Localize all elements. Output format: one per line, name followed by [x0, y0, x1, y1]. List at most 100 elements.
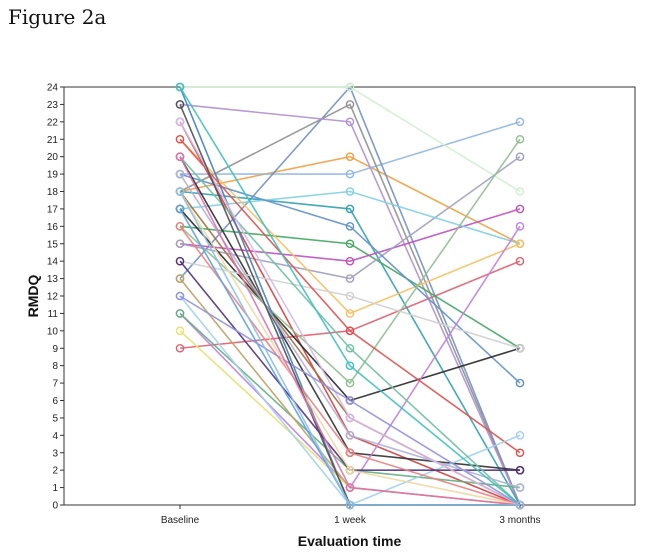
y-tick-label: 15: [47, 239, 59, 250]
data-point: [515, 134, 525, 144]
data-point: [345, 222, 355, 231]
data-point: [345, 500, 355, 510]
data-point: [175, 82, 185, 92]
data-point: [515, 117, 525, 127]
y-tick-label: 18: [47, 187, 59, 198]
data-point: [515, 483, 525, 492]
series-line: [179, 156, 521, 506]
data-point: [175, 326, 185, 336]
y-tick-label: 21: [47, 135, 59, 146]
data-point: [175, 204, 185, 214]
series-line: [179, 103, 521, 506]
x-tick-label: Baseline: [161, 515, 200, 526]
y-tick-label: 10: [47, 326, 59, 337]
y-tick-label: 13: [47, 274, 59, 285]
data-point: [515, 152, 525, 161]
series-line: [179, 191, 521, 506]
data-point: [345, 204, 355, 214]
y-tick-label: 24: [47, 83, 59, 94]
series-line: [180, 86, 521, 193]
x-tick-label: 1 week: [334, 515, 367, 526]
data-point: [175, 222, 185, 231]
series-line: [179, 138, 521, 315]
y-tick-label: 11: [48, 309, 59, 320]
data-point: [345, 431, 355, 440]
series-24: [175, 134, 525, 458]
data-point: [345, 378, 355, 388]
data-point: [515, 465, 525, 475]
data-point: [345, 413, 355, 423]
data-point: [515, 204, 525, 214]
data-point: [345, 448, 355, 458]
data-point: [515, 448, 525, 458]
data-point: [345, 361, 355, 370]
data-point: [345, 100, 355, 109]
y-tick-label: 2: [52, 466, 58, 477]
data-point: [175, 134, 185, 144]
data-point: [175, 239, 185, 249]
data-point: [345, 291, 355, 301]
series-32: [175, 117, 525, 510]
y-tick-label: 22: [47, 117, 59, 128]
data-point: [515, 187, 525, 196]
figure-label: Figure 2a: [8, 5, 107, 29]
data-point: [515, 431, 525, 440]
data-point: [345, 483, 355, 492]
y-tick-label: 7: [52, 379, 58, 390]
data-point: [345, 343, 355, 353]
data-point: [175, 169, 185, 179]
y-tick-label: 1: [52, 483, 58, 494]
series-layer: [175, 82, 525, 510]
data-point: [515, 222, 525, 231]
series-line: [179, 138, 521, 454]
data-point: [345, 465, 355, 475]
series-line: [179, 138, 521, 385]
series-38: [175, 187, 525, 510]
data-point: [175, 117, 185, 127]
data-point: [345, 256, 355, 266]
data-point: [175, 274, 185, 283]
series-line: [180, 121, 521, 175]
data-point: [345, 187, 355, 196]
data-point: [175, 291, 185, 301]
x-tick-label: 3 months: [499, 515, 540, 526]
data-point: [175, 309, 185, 318]
series-line: [179, 225, 521, 506]
data-point: [345, 309, 355, 318]
data-point: [515, 378, 525, 388]
y-tick-label: 16: [47, 222, 59, 233]
series-line: [179, 103, 521, 506]
y-tick-label: 17: [47, 204, 59, 215]
data-point: [175, 343, 185, 353]
data-point: [175, 256, 185, 266]
y-axis-title: RMDQ: [25, 275, 41, 318]
series-line: [179, 121, 521, 506]
data-point: [175, 152, 185, 161]
y-tick-label: 8: [52, 361, 58, 372]
data-point: [345, 82, 355, 92]
data-point: [515, 239, 525, 249]
y-tick-label: 6: [52, 396, 58, 407]
y-tick-label: 19: [47, 170, 59, 181]
y-tick-label: 9: [52, 344, 58, 355]
y-tick-label: 0: [52, 501, 58, 512]
x-axis-title: Evaluation time: [298, 533, 402, 549]
series-line: [179, 295, 521, 506]
data-point: [345, 239, 355, 249]
data-point: [175, 187, 185, 196]
y-tick-label: 5: [52, 413, 58, 424]
data-point: [345, 396, 355, 405]
data-point: [345, 117, 355, 127]
y-tick-label: 12: [47, 292, 59, 303]
data-point: [345, 274, 355, 283]
data-point: [345, 169, 355, 179]
series-line: [179, 191, 520, 506]
data-point: [175, 100, 185, 109]
y-tick-label: 4: [52, 431, 58, 442]
data-point: [515, 500, 525, 510]
y-tick-label: 20: [47, 152, 59, 163]
y-tick-label: 23: [47, 100, 59, 111]
series-line: [179, 260, 521, 350]
